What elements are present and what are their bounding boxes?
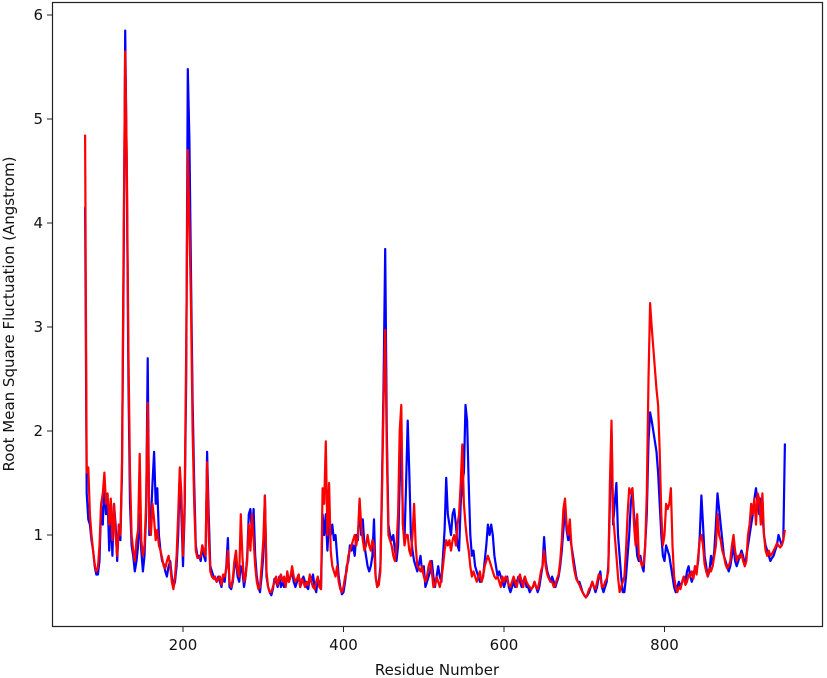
plot-series bbox=[84, 29, 786, 599]
x-axis-label: Residue Number bbox=[375, 661, 500, 678]
y-tick-label: 4 bbox=[33, 214, 43, 232]
x-tick-label: 200 bbox=[169, 636, 198, 654]
axes-frame bbox=[51, 1, 824, 628]
y-tick-label: 2 bbox=[33, 422, 43, 440]
y-axis-ticks: 1 2 3 4 5 6 bbox=[33, 6, 52, 544]
y-tick-label: 1 bbox=[33, 526, 43, 544]
x-tick-label: 400 bbox=[329, 636, 358, 654]
y-tick-label: 3 bbox=[33, 318, 43, 336]
y-tick-label: 5 bbox=[33, 110, 43, 128]
y-axis-label: Root Mean Square Fluctuation (Angstrom) bbox=[0, 157, 18, 472]
x-tick-label: 600 bbox=[490, 636, 519, 654]
y-tick-label: 6 bbox=[33, 6, 43, 24]
series-line-red bbox=[84, 50, 786, 599]
x-tick-label: 800 bbox=[650, 636, 679, 654]
x-axis-ticks: 200 400 600 800 bbox=[169, 627, 679, 654]
